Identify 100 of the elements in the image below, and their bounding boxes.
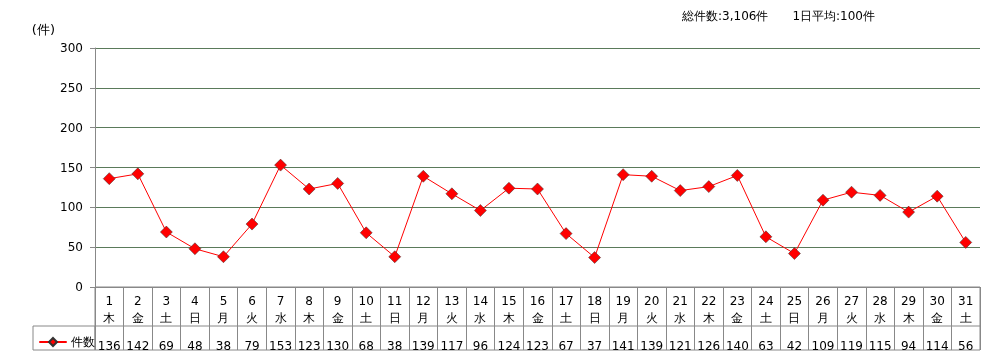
x-tick-label: 16 金 xyxy=(529,293,546,325)
x-tick-label: 25 日 xyxy=(786,293,803,325)
point xyxy=(417,170,430,183)
point xyxy=(731,169,744,182)
data-label: 121 xyxy=(668,339,692,353)
y-tick-label: 300 xyxy=(60,41,83,55)
x-tick-label: 9 金 xyxy=(331,293,344,325)
x-tick-label: 18 日 xyxy=(586,293,603,325)
data-label: 140 xyxy=(725,339,749,353)
data-label: 136 xyxy=(97,339,121,353)
data-label: 37 xyxy=(586,339,603,353)
point xyxy=(588,251,601,264)
data-label: 115 xyxy=(868,339,892,353)
data-label: 119 xyxy=(840,339,863,353)
y-tick-label: 0 xyxy=(75,280,83,294)
x-tick-label: 29 木 xyxy=(900,293,917,325)
data-label: 48 xyxy=(187,339,203,353)
data-label: 117 xyxy=(440,339,464,353)
x-tick-label: 1 木 xyxy=(103,293,116,325)
x-tick-label: 8 木 xyxy=(303,293,316,325)
point xyxy=(759,230,773,244)
x-tick-label: 21 水 xyxy=(672,293,688,325)
point xyxy=(873,189,887,202)
data-label: 139 xyxy=(640,339,664,353)
point xyxy=(388,250,402,263)
x-tick-label: 17 土 xyxy=(558,293,574,325)
point xyxy=(845,185,858,199)
point xyxy=(559,227,573,240)
x-tick-label: 30 金 xyxy=(929,293,945,325)
legend-label: 件数 xyxy=(71,335,95,349)
x-tick-label: 11 日 xyxy=(387,293,403,325)
data-label: 96 xyxy=(472,339,489,353)
data-label: 56 xyxy=(958,339,974,353)
data-label: 123 xyxy=(526,339,549,353)
x-tick-label: 23 金 xyxy=(729,293,745,325)
point xyxy=(959,236,972,249)
y-tick-label: 200 xyxy=(60,120,83,135)
point xyxy=(816,193,830,207)
point xyxy=(274,158,287,172)
y-tick-label: 150 xyxy=(60,160,83,175)
data-label: 38 xyxy=(215,339,232,353)
point xyxy=(331,177,344,190)
point xyxy=(445,187,459,201)
y-tick-label: 50 xyxy=(67,240,83,255)
y-tick-label: 100 xyxy=(60,200,83,215)
x-tick-label: 20 火 xyxy=(644,293,660,325)
x-tick-label: 14 水 xyxy=(472,293,489,325)
x-tick-label: 15 木 xyxy=(501,293,517,325)
data-label: 123 xyxy=(297,339,321,353)
data-label: 79 xyxy=(244,339,260,353)
data-label: 63 xyxy=(758,339,774,353)
point xyxy=(160,225,173,239)
data-label: 153 xyxy=(269,339,293,353)
x-tick-label: 26 月 xyxy=(815,293,831,325)
data-label: 109 xyxy=(811,339,835,353)
data-label: 42 xyxy=(786,339,803,353)
point xyxy=(217,250,230,263)
x-tick-label: 19 月 xyxy=(615,293,631,325)
point xyxy=(902,205,915,219)
y-tick-label: 250 xyxy=(60,80,83,95)
point xyxy=(673,184,687,197)
x-tick-label: 2 金 xyxy=(131,293,144,325)
data-label: 141 xyxy=(611,339,635,353)
x-tick-label: 6 火 xyxy=(246,293,259,325)
x-tick-label: 31 土 xyxy=(958,293,974,325)
x-tick-label: 12 月 xyxy=(415,293,431,325)
point xyxy=(188,242,202,256)
point xyxy=(359,226,373,240)
data-label: 130 xyxy=(326,339,350,353)
data-label: 94 xyxy=(900,339,917,353)
data-label: 124 xyxy=(497,339,521,353)
data-label: 139 xyxy=(411,339,435,353)
point xyxy=(616,168,630,181)
x-tick-label: 22 木 xyxy=(701,293,717,325)
point xyxy=(103,172,116,185)
point xyxy=(502,181,516,195)
point xyxy=(474,204,487,217)
data-label: 67 xyxy=(558,339,574,353)
x-tick-label: 3 土 xyxy=(160,293,173,325)
point xyxy=(645,170,658,183)
x-tick-label: 13 火 xyxy=(444,293,460,325)
x-tick-label: 7 水 xyxy=(274,293,287,325)
point xyxy=(302,182,316,196)
point xyxy=(930,189,944,203)
data-label: 114 xyxy=(925,339,949,353)
text: 総件数:3,106件 1日平均:100件 xyxy=(682,9,876,23)
point xyxy=(788,247,801,260)
data-label: 126 xyxy=(697,339,721,353)
point xyxy=(131,167,145,181)
x-tick-label: 4 日 xyxy=(188,293,201,325)
point xyxy=(245,217,259,231)
point xyxy=(531,182,544,196)
data-label: 142 xyxy=(126,339,150,353)
y-axis-title: (件) xyxy=(31,22,55,37)
data-label: 69 xyxy=(158,339,175,353)
x-tick-label: 28 水 xyxy=(872,293,888,325)
x-tick-label: 24 土 xyxy=(758,293,774,325)
data-label: 38 xyxy=(387,339,403,353)
data-label: 68 xyxy=(358,339,374,353)
x-tick-label: 10 土 xyxy=(358,293,374,325)
